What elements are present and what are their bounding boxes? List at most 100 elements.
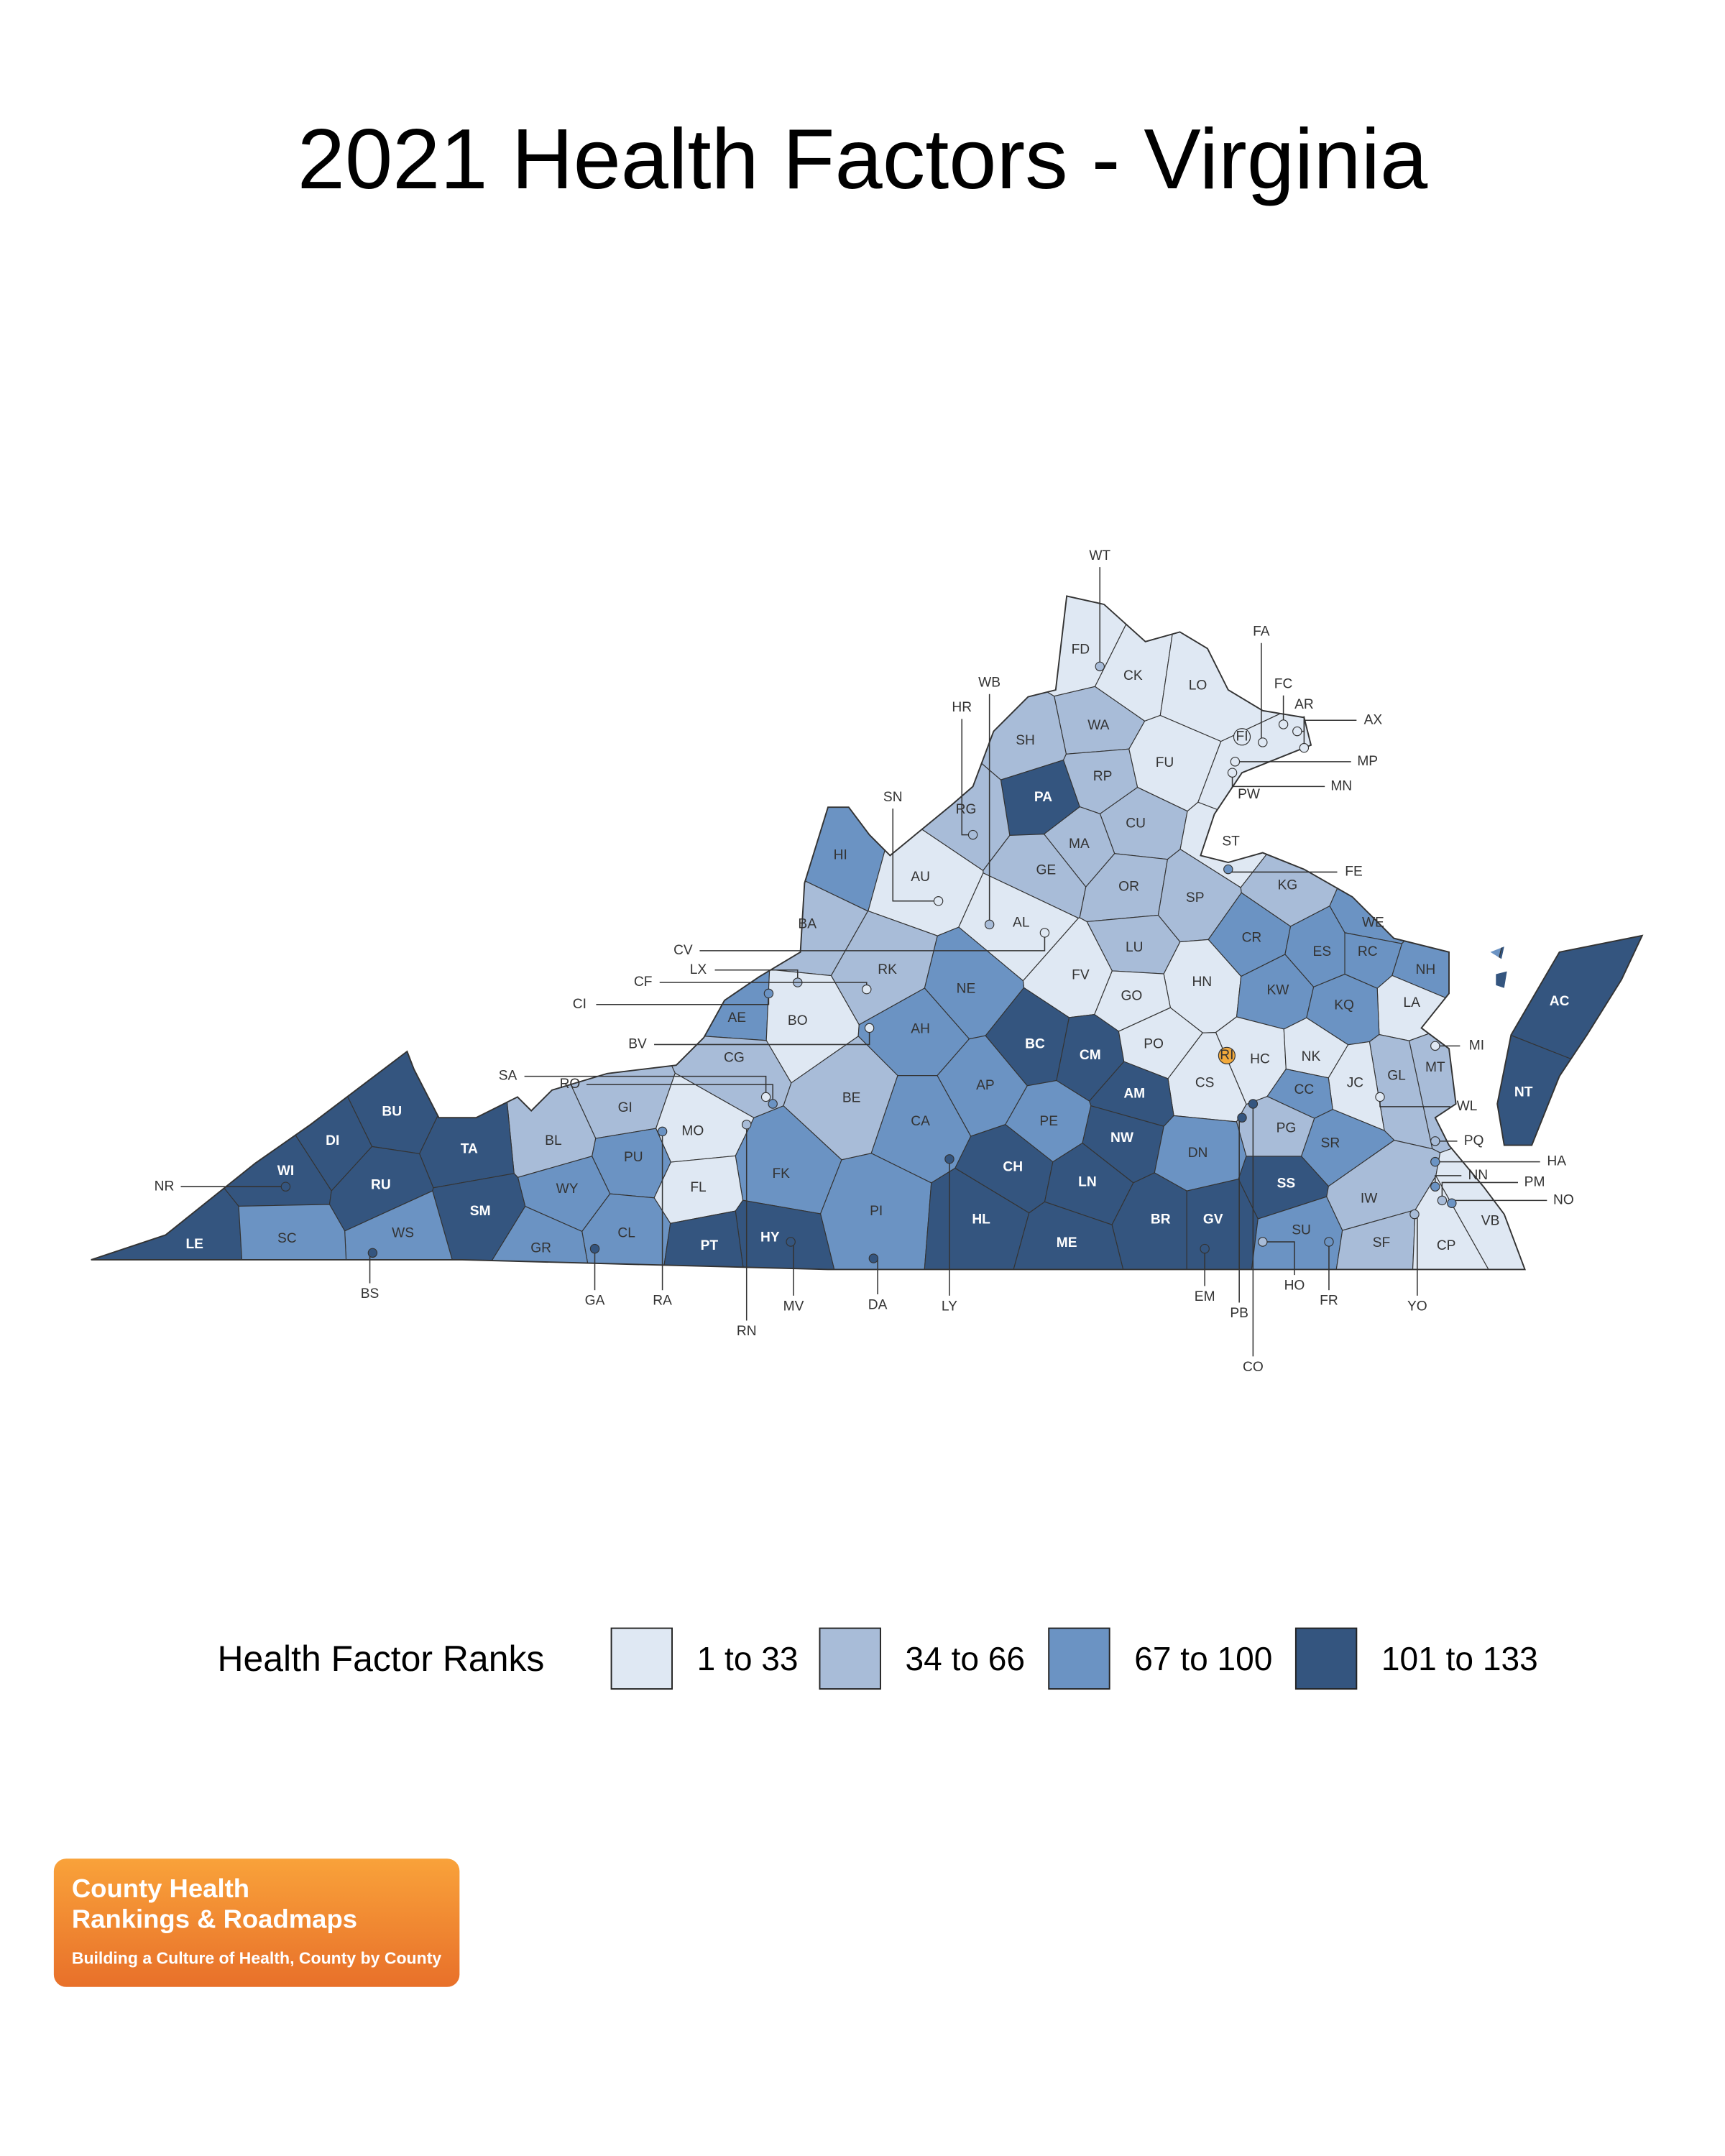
county-label: NK	[1302, 1049, 1321, 1064]
county-label: ME	[1057, 1235, 1077, 1250]
county	[1392, 790, 1540, 1015]
county-label: PU	[624, 1150, 643, 1165]
county	[91, 596, 373, 1192]
county-label: MA	[1069, 837, 1090, 852]
county	[819, 1153, 932, 1270]
city	[1375, 1092, 1385, 1102]
county-label: WI	[277, 1164, 294, 1179]
county-label: FK	[772, 1166, 790, 1181]
city	[1237, 1112, 1247, 1123]
county-label: AH	[911, 1021, 930, 1036]
county-label: DI	[326, 1133, 339, 1148]
county-label: ES	[1313, 944, 1332, 959]
city-label: PM	[1524, 1175, 1545, 1190]
city	[1218, 1046, 1236, 1064]
city	[1248, 1099, 1259, 1109]
county-label: BA	[798, 916, 816, 931]
legend-swatch	[819, 1627, 881, 1690]
city	[1430, 1136, 1440, 1146]
county-label: BO	[788, 1013, 808, 1028]
legend-swatch	[1048, 1627, 1110, 1690]
city	[760, 1092, 771, 1102]
county-label: GE	[1036, 863, 1056, 878]
county	[419, 992, 515, 1189]
city-label: MI	[1469, 1038, 1484, 1053]
city	[1299, 742, 1310, 753]
county-label: RU	[371, 1177, 391, 1192]
logo-line: County Health	[72, 1874, 249, 1903]
county-label: PO	[1144, 1037, 1164, 1052]
county-label: SM	[470, 1204, 491, 1219]
county-label: SC	[277, 1231, 297, 1246]
legend-swatch	[1294, 1627, 1358, 1690]
county-label: AM	[1123, 1087, 1145, 1102]
city-label: HA	[1547, 1154, 1566, 1169]
county-label: RC	[1358, 944, 1378, 959]
legend-swatch	[610, 1627, 673, 1690]
county-label: BU	[382, 1105, 402, 1120]
county-label: OR	[1118, 880, 1139, 895]
county-label: HN	[1192, 975, 1212, 990]
legend-label: 34 to 66	[906, 1640, 1026, 1677]
city	[741, 1120, 752, 1130]
city	[1095, 661, 1105, 672]
county-label: PI	[870, 1204, 883, 1219]
legend-title: Health Factor Ranks	[217, 1639, 544, 1679]
leader-line	[1231, 773, 1325, 788]
county-label: GI	[618, 1100, 632, 1115]
county-label: FU	[1156, 755, 1174, 770]
county-label: WY	[556, 1181, 579, 1197]
city-label: FA	[1253, 624, 1270, 639]
county-label: KG	[1277, 878, 1297, 893]
city	[768, 1099, 778, 1109]
county-label: BL	[545, 1133, 562, 1148]
county-label: AE	[727, 1010, 746, 1026]
county-label: VB	[1481, 1213, 1500, 1228]
county-label: AC	[1550, 994, 1570, 1009]
county-label: RP	[1093, 769, 1113, 784]
county-label: ST	[1222, 834, 1240, 849]
county-label: GL	[1387, 1069, 1406, 1084]
city	[967, 829, 978, 840]
county	[1186, 1179, 1259, 1270]
city	[1200, 1243, 1210, 1254]
city	[1258, 737, 1268, 747]
city-label: WL	[1457, 1099, 1478, 1114]
city	[786, 1237, 796, 1247]
city	[1039, 928, 1050, 938]
county-label: LN	[1078, 1175, 1097, 1190]
city-label: FR	[1320, 1294, 1338, 1309]
leader-line	[1262, 1241, 1295, 1276]
leader-line	[699, 932, 1046, 952]
county	[1460, 1028, 1642, 1207]
county-label: HI	[834, 847, 847, 862]
city-label: LX	[690, 962, 707, 977]
county-label: HY	[760, 1230, 780, 1245]
county	[344, 1190, 466, 1270]
county-label: NW	[1110, 1130, 1134, 1146]
county-label: CA	[911, 1114, 930, 1129]
county-label: CP	[1437, 1238, 1456, 1253]
county-label: NE	[957, 982, 976, 997]
logo-box	[53, 1858, 460, 1987]
county-label: CL	[617, 1226, 635, 1241]
county-label: AL	[1013, 916, 1030, 931]
city-label: LY	[942, 1299, 957, 1314]
city-label: AR	[1294, 697, 1314, 712]
county-label: FV	[1072, 968, 1090, 983]
leader-line	[1441, 1181, 1518, 1201]
city	[1230, 757, 1241, 767]
county-label: CH	[1003, 1159, 1023, 1174]
county	[1485, 596, 1642, 1110]
county-label: SP	[1186, 890, 1205, 906]
county	[91, 596, 506, 1154]
city	[280, 1181, 291, 1192]
city	[1233, 728, 1251, 746]
county-label: NT	[1514, 1085, 1533, 1100]
city-label: SN	[883, 790, 903, 805]
county-label: KW	[1266, 983, 1289, 998]
city	[1278, 719, 1289, 729]
county-label: FL	[690, 1180, 707, 1195]
city-label: DA	[868, 1297, 888, 1312]
county-label: GO	[1121, 988, 1142, 1003]
